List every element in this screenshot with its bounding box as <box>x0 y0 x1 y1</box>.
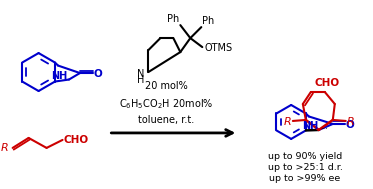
Text: O: O <box>346 120 354 130</box>
Text: OTMS: OTMS <box>204 43 232 53</box>
Text: up to >25:1 d.r.: up to >25:1 d.r. <box>268 163 342 172</box>
Text: CHO: CHO <box>314 78 339 88</box>
Text: H: H <box>137 75 144 85</box>
Text: R: R <box>284 117 292 127</box>
Text: toluene, r.t.: toluene, r.t. <box>138 115 194 125</box>
Text: NH: NH <box>51 70 67 81</box>
Text: R: R <box>1 143 9 153</box>
Text: up to >99% ee: up to >99% ee <box>270 174 341 183</box>
Text: Ph: Ph <box>167 14 179 24</box>
Text: ···: ··· <box>320 125 328 134</box>
Text: Ph: Ph <box>202 16 214 26</box>
Text: N: N <box>137 69 144 79</box>
Text: O: O <box>94 69 103 79</box>
Text: $\mathregular{C_6H_5CO_2H}$ 20mol%: $\mathregular{C_6H_5CO_2H}$ 20mol% <box>119 97 214 111</box>
Text: up to 90% yield: up to 90% yield <box>268 152 342 161</box>
Text: 20 mol%: 20 mol% <box>145 81 188 91</box>
Text: NH: NH <box>302 122 318 132</box>
Text: R: R <box>347 117 354 127</box>
Text: CHO: CHO <box>63 135 89 145</box>
